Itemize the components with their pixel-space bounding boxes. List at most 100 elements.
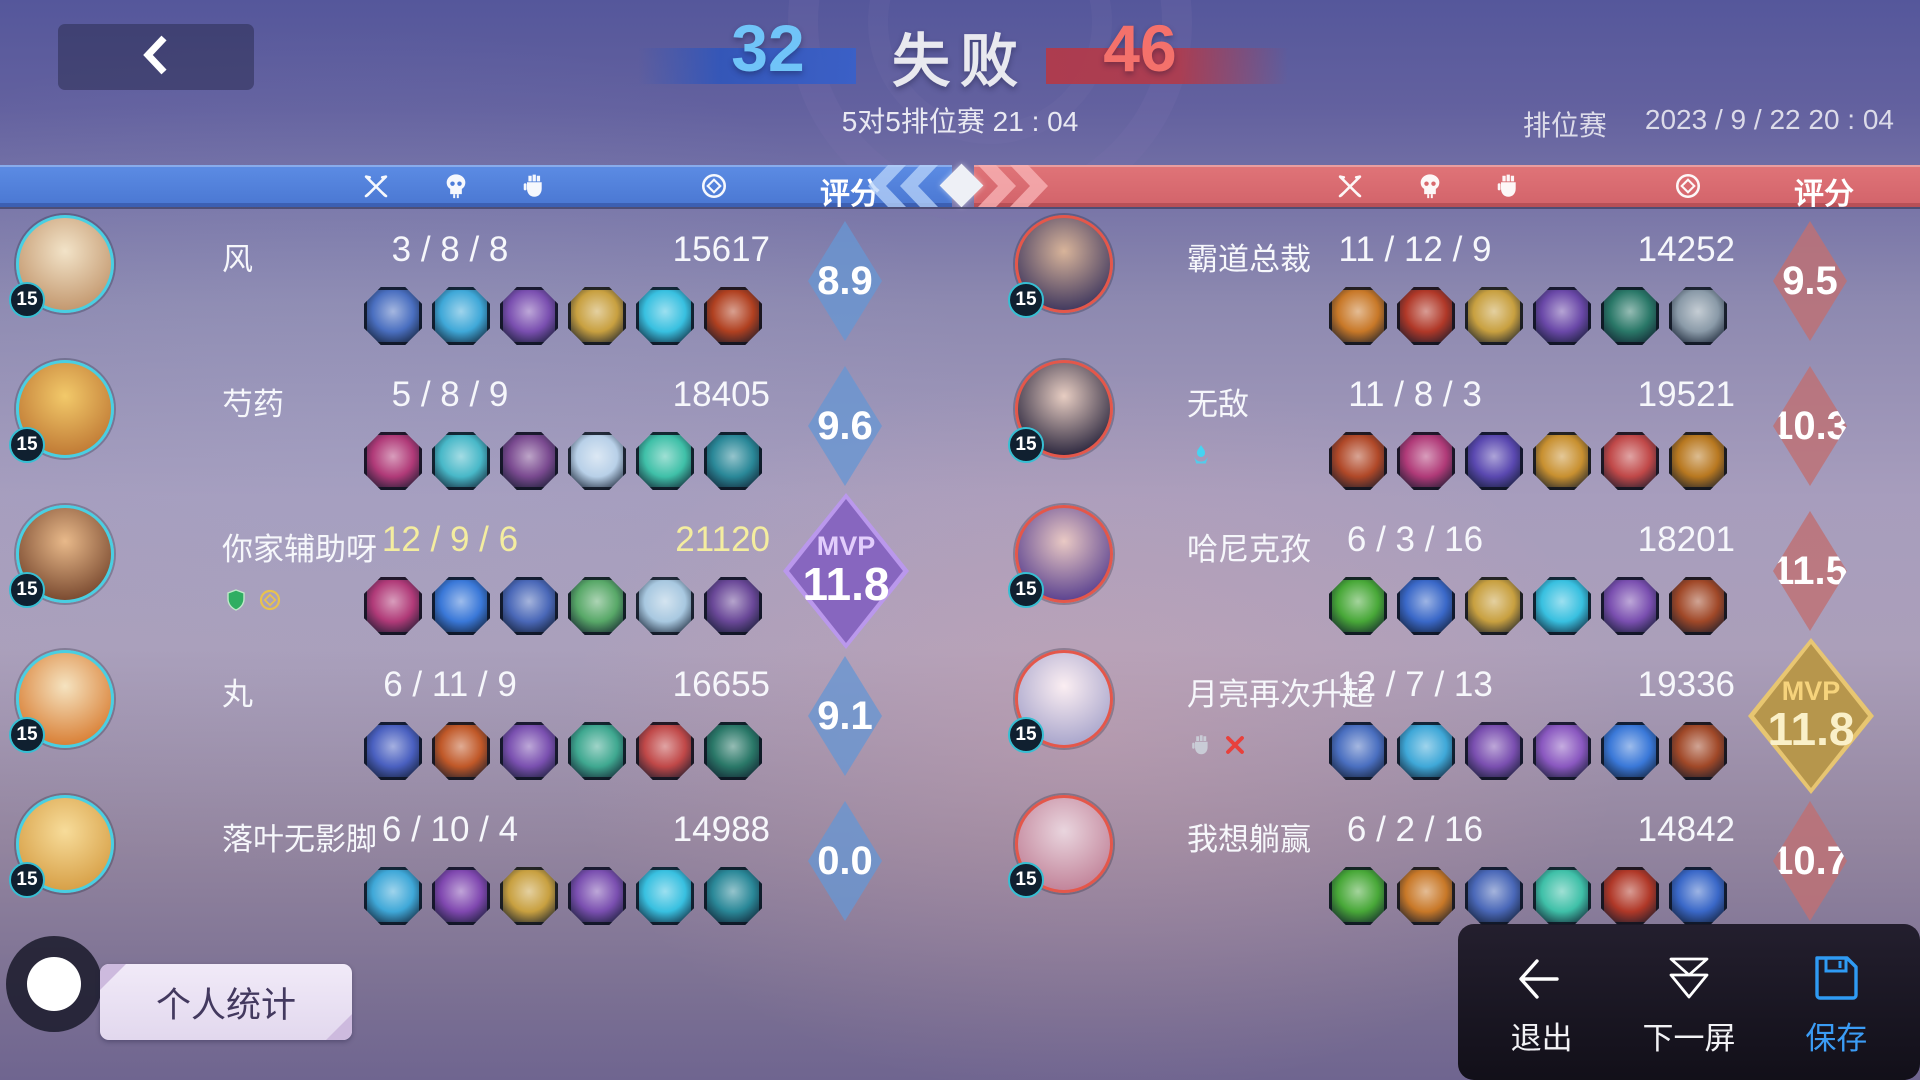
player-row[interactable]: 15 霸道总裁 11 / 12 / 9 14252 9.5 — [965, 208, 1920, 353]
personal-stats-button[interactable]: 个人统计 — [100, 964, 352, 1040]
player-badges — [1189, 733, 1247, 757]
player-row[interactable]: 15 无敌 11 / 8 / 3 19521 10.3 — [965, 353, 1920, 498]
item-icon[interactable] — [500, 287, 558, 345]
item-icon[interactable] — [364, 577, 422, 635]
item-icon[interactable] — [568, 577, 626, 635]
player-row[interactable]: 15 我想躺赢 6 / 2 / 16 14842 10.7 — [965, 788, 1920, 933]
item-icon[interactable] — [1465, 432, 1523, 490]
next-screen-button[interactable]: 下一屏 — [1624, 947, 1754, 1058]
item-icon[interactable] — [1601, 577, 1659, 635]
mvp-badge: MVP 11.8 — [783, 493, 909, 649]
player-avatar[interactable]: 15 — [1008, 360, 1113, 463]
item-icon[interactable] — [1533, 722, 1591, 780]
item-icon[interactable] — [636, 287, 694, 345]
item-icon[interactable] — [1669, 722, 1727, 780]
gold-value: 14842 — [1637, 810, 1735, 849]
item-icon[interactable] — [1329, 577, 1387, 635]
back-button[interactable] — [58, 24, 254, 90]
match-subtitle: 5对5排位赛 21 : 04 — [841, 106, 1079, 137]
item-icon[interactable] — [1601, 867, 1659, 925]
player-row[interactable]: 15 你家辅助呀 12 / 9 / 6 21120 MVP 11.8 — [0, 493, 955, 649]
item-icon[interactable] — [364, 432, 422, 490]
player-avatar[interactable]: 15 — [9, 650, 114, 753]
item-icon[interactable] — [364, 287, 422, 345]
player-badges — [1189, 443, 1213, 467]
item-icon[interactable] — [1329, 722, 1387, 780]
item-list — [1329, 722, 1727, 780]
item-icon[interactable] — [1397, 287, 1455, 345]
player-name: 无敌 — [1187, 387, 1249, 422]
player-row[interactable]: 15 哈尼克孜 6 / 3 / 16 18201 11.5 — [965, 498, 1920, 643]
item-icon[interactable] — [1465, 867, 1523, 925]
item-icon[interactable] — [1533, 432, 1591, 490]
blue-team-header-bar: 评分 — [0, 165, 952, 211]
item-icon[interactable] — [1329, 432, 1387, 490]
score-diamond: 0.0 — [808, 801, 882, 921]
player-avatar[interactable]: 15 — [1008, 505, 1113, 608]
item-icon[interactable] — [1601, 722, 1659, 780]
item-icon[interactable] — [500, 722, 558, 780]
item-icon[interactable] — [1533, 577, 1591, 635]
item-list — [364, 722, 762, 780]
item-icon[interactable] — [704, 577, 762, 635]
item-icon[interactable] — [636, 867, 694, 925]
item-icon[interactable] — [1669, 432, 1727, 490]
item-icon[interactable] — [432, 432, 490, 490]
item-icon[interactable] — [500, 577, 558, 635]
player-row[interactable]: 15 丸 6 / 11 / 9 16655 9.1 — [0, 643, 955, 788]
player-avatar[interactable]: 15 — [9, 795, 114, 898]
exit-button[interactable]: 退出 — [1477, 947, 1607, 1058]
item-icon[interactable] — [1601, 287, 1659, 345]
item-icon[interactable] — [1465, 287, 1523, 345]
item-icon[interactable] — [568, 722, 626, 780]
item-icon[interactable] — [1669, 867, 1727, 925]
player-row[interactable]: 15 芍药 5 / 8 / 9 18405 9.6 — [0, 353, 955, 498]
player-row[interactable]: 15 落叶无影脚 6 / 10 / 4 14988 0.0 — [0, 788, 955, 933]
item-icon[interactable] — [636, 577, 694, 635]
player-avatar[interactable]: 15 — [1008, 795, 1113, 898]
gold-value: 19336 — [1637, 665, 1735, 704]
item-icon[interactable] — [636, 432, 694, 490]
item-icon[interactable] — [364, 867, 422, 925]
item-icon[interactable] — [432, 867, 490, 925]
item-icon[interactable] — [500, 432, 558, 490]
level-badge: 15 — [9, 717, 45, 753]
item-icon[interactable] — [1465, 577, 1523, 635]
item-icon[interactable] — [1329, 867, 1387, 925]
item-icon[interactable] — [1669, 287, 1727, 345]
item-icon[interactable] — [432, 287, 490, 345]
item-icon[interactable] — [568, 287, 626, 345]
item-icon[interactable] — [704, 867, 762, 925]
record-button[interactable] — [6, 936, 102, 1032]
player-avatar[interactable]: 15 — [9, 360, 114, 463]
player-avatar[interactable]: 15 — [1008, 215, 1113, 318]
item-icon[interactable] — [1601, 432, 1659, 490]
save-button[interactable]: 保存 — [1771, 947, 1901, 1058]
item-icon[interactable] — [500, 867, 558, 925]
player-row[interactable]: 15 月亮再次升起 12 / 7 / 13 19336 MVP 11.8 — [965, 638, 1920, 794]
item-icon[interactable] — [1397, 867, 1455, 925]
player-avatar[interactable]: 15 — [9, 215, 114, 318]
item-icon[interactable] — [1397, 722, 1455, 780]
item-icon[interactable] — [432, 577, 490, 635]
item-icon[interactable] — [432, 722, 490, 780]
red-x-icon — [1223, 733, 1247, 757]
item-icon[interactable] — [1397, 577, 1455, 635]
item-icon[interactable] — [1465, 722, 1523, 780]
item-icon[interactable] — [568, 432, 626, 490]
player-row[interactable]: 15 风 3 / 8 / 8 15617 8.9 — [0, 208, 955, 353]
item-icon[interactable] — [1397, 432, 1455, 490]
item-icon[interactable] — [1669, 577, 1727, 635]
item-icon[interactable] — [1533, 287, 1591, 345]
item-icon[interactable] — [1329, 287, 1387, 345]
item-icon[interactable] — [704, 722, 762, 780]
player-avatar[interactable]: 15 — [9, 505, 114, 608]
player-avatar[interactable]: 15 — [1008, 650, 1113, 753]
gold-value: 14252 — [1637, 230, 1735, 269]
item-icon[interactable] — [568, 867, 626, 925]
item-icon[interactable] — [636, 722, 694, 780]
item-icon[interactable] — [704, 432, 762, 490]
item-icon[interactable] — [364, 722, 422, 780]
item-icon[interactable] — [704, 287, 762, 345]
item-icon[interactable] — [1533, 867, 1591, 925]
